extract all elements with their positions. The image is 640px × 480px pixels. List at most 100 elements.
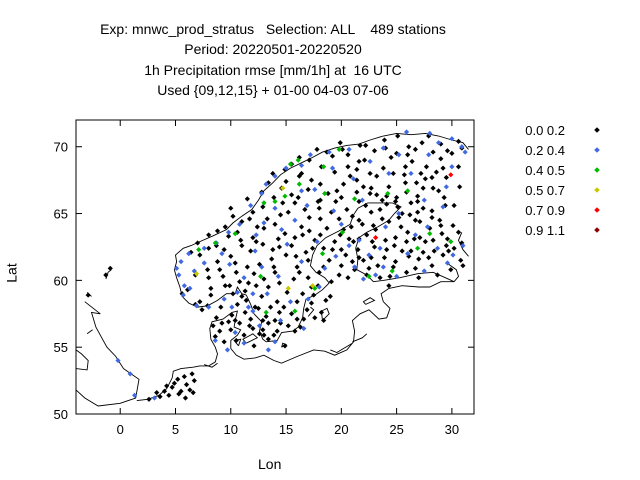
station-point bbox=[399, 248, 405, 254]
station-point bbox=[301, 316, 307, 322]
station-point bbox=[415, 198, 421, 205]
station-point bbox=[421, 268, 427, 274]
station-point bbox=[314, 239, 320, 245]
station-point bbox=[291, 276, 297, 282]
chart-title-line-1: Exp: mnwc_prod_stratus Selection: ALL 48… bbox=[100, 21, 446, 37]
station-point bbox=[386, 218, 392, 225]
station-point bbox=[253, 232, 259, 238]
station-point bbox=[227, 283, 233, 289]
station-point bbox=[366, 265, 372, 271]
station-point bbox=[405, 229, 411, 235]
station-point bbox=[107, 265, 113, 271]
coastline-segment bbox=[330, 342, 353, 354]
station-point bbox=[415, 193, 421, 199]
station-point bbox=[332, 239, 338, 245]
chart-title-line-3: 1h Precipitation rmse [mm/1h] at 16 UTC bbox=[144, 62, 402, 78]
station-point bbox=[345, 152, 351, 158]
station-point bbox=[272, 173, 278, 179]
station-point bbox=[348, 224, 354, 230]
station-point bbox=[426, 152, 432, 158]
station-point bbox=[263, 181, 269, 187]
coastline-segment bbox=[448, 263, 460, 282]
station-point bbox=[181, 373, 187, 380]
station-point bbox=[343, 252, 349, 258]
station-point bbox=[292, 217, 298, 223]
station-point bbox=[339, 229, 346, 235]
coastline-segment bbox=[362, 297, 376, 305]
station-point bbox=[395, 204, 401, 210]
station-point bbox=[455, 138, 462, 144]
station-point bbox=[297, 324, 304, 330]
station-point bbox=[208, 285, 214, 291]
station-point bbox=[408, 200, 414, 206]
y-tick-label: 65 bbox=[54, 207, 68, 222]
station-point bbox=[190, 390, 196, 396]
y-tick-label: 50 bbox=[54, 407, 68, 422]
chart-title-line-2: Period: 20220501-20220520 bbox=[184, 41, 362, 57]
station-point bbox=[256, 323, 263, 329]
station-point bbox=[191, 377, 197, 384]
station-point bbox=[252, 304, 258, 310]
station-point bbox=[277, 317, 284, 324]
station-point bbox=[267, 304, 274, 310]
station-point bbox=[412, 265, 419, 271]
station-point bbox=[261, 220, 267, 226]
station-point bbox=[388, 154, 394, 161]
station-point bbox=[241, 340, 247, 346]
station-point bbox=[283, 165, 289, 171]
station-point bbox=[253, 283, 259, 289]
station-point bbox=[287, 299, 294, 305]
station-point bbox=[412, 232, 419, 238]
station-point bbox=[462, 149, 468, 155]
station-point bbox=[284, 289, 290, 295]
station-point bbox=[298, 188, 305, 194]
station-point bbox=[416, 275, 422, 281]
station-point bbox=[346, 243, 352, 249]
station-point bbox=[450, 222, 456, 229]
station-point bbox=[360, 276, 367, 282]
station-point bbox=[394, 150, 400, 157]
station-point bbox=[312, 186, 318, 193]
station-point bbox=[368, 209, 374, 215]
x-tick-label: 0 bbox=[117, 422, 124, 437]
station-point bbox=[292, 200, 298, 206]
station-point bbox=[324, 225, 330, 231]
station-point bbox=[419, 140, 425, 146]
station-point bbox=[444, 148, 451, 154]
station-point bbox=[381, 255, 388, 261]
station-point bbox=[377, 206, 383, 213]
station-point bbox=[241, 275, 247, 281]
station-point bbox=[250, 235, 256, 241]
station-point bbox=[459, 144, 465, 150]
station-point bbox=[255, 305, 262, 312]
station-point bbox=[261, 225, 267, 231]
station-point bbox=[448, 172, 454, 178]
station-point bbox=[232, 317, 238, 324]
station-point bbox=[412, 217, 419, 223]
station-point bbox=[315, 198, 321, 205]
station-point bbox=[356, 217, 362, 223]
station-point bbox=[417, 218, 423, 225]
station-point bbox=[193, 303, 200, 309]
station-point bbox=[232, 329, 238, 336]
station-point bbox=[296, 181, 302, 187]
station-point bbox=[449, 136, 455, 142]
station-point bbox=[332, 169, 338, 175]
station-point bbox=[206, 304, 212, 310]
station-point bbox=[441, 194, 447, 201]
station-point bbox=[288, 192, 295, 198]
station-point bbox=[228, 327, 234, 333]
station-point bbox=[426, 133, 432, 139]
station-point bbox=[380, 165, 386, 171]
station-point bbox=[431, 248, 437, 254]
station-point bbox=[307, 152, 313, 158]
station-point bbox=[449, 150, 455, 157]
station-point bbox=[228, 205, 234, 211]
station-point bbox=[440, 165, 446, 171]
station-point bbox=[127, 371, 133, 377]
station-point bbox=[402, 180, 409, 186]
station-point bbox=[420, 205, 426, 211]
station-point bbox=[395, 133, 401, 139]
station-point bbox=[349, 213, 355, 219]
